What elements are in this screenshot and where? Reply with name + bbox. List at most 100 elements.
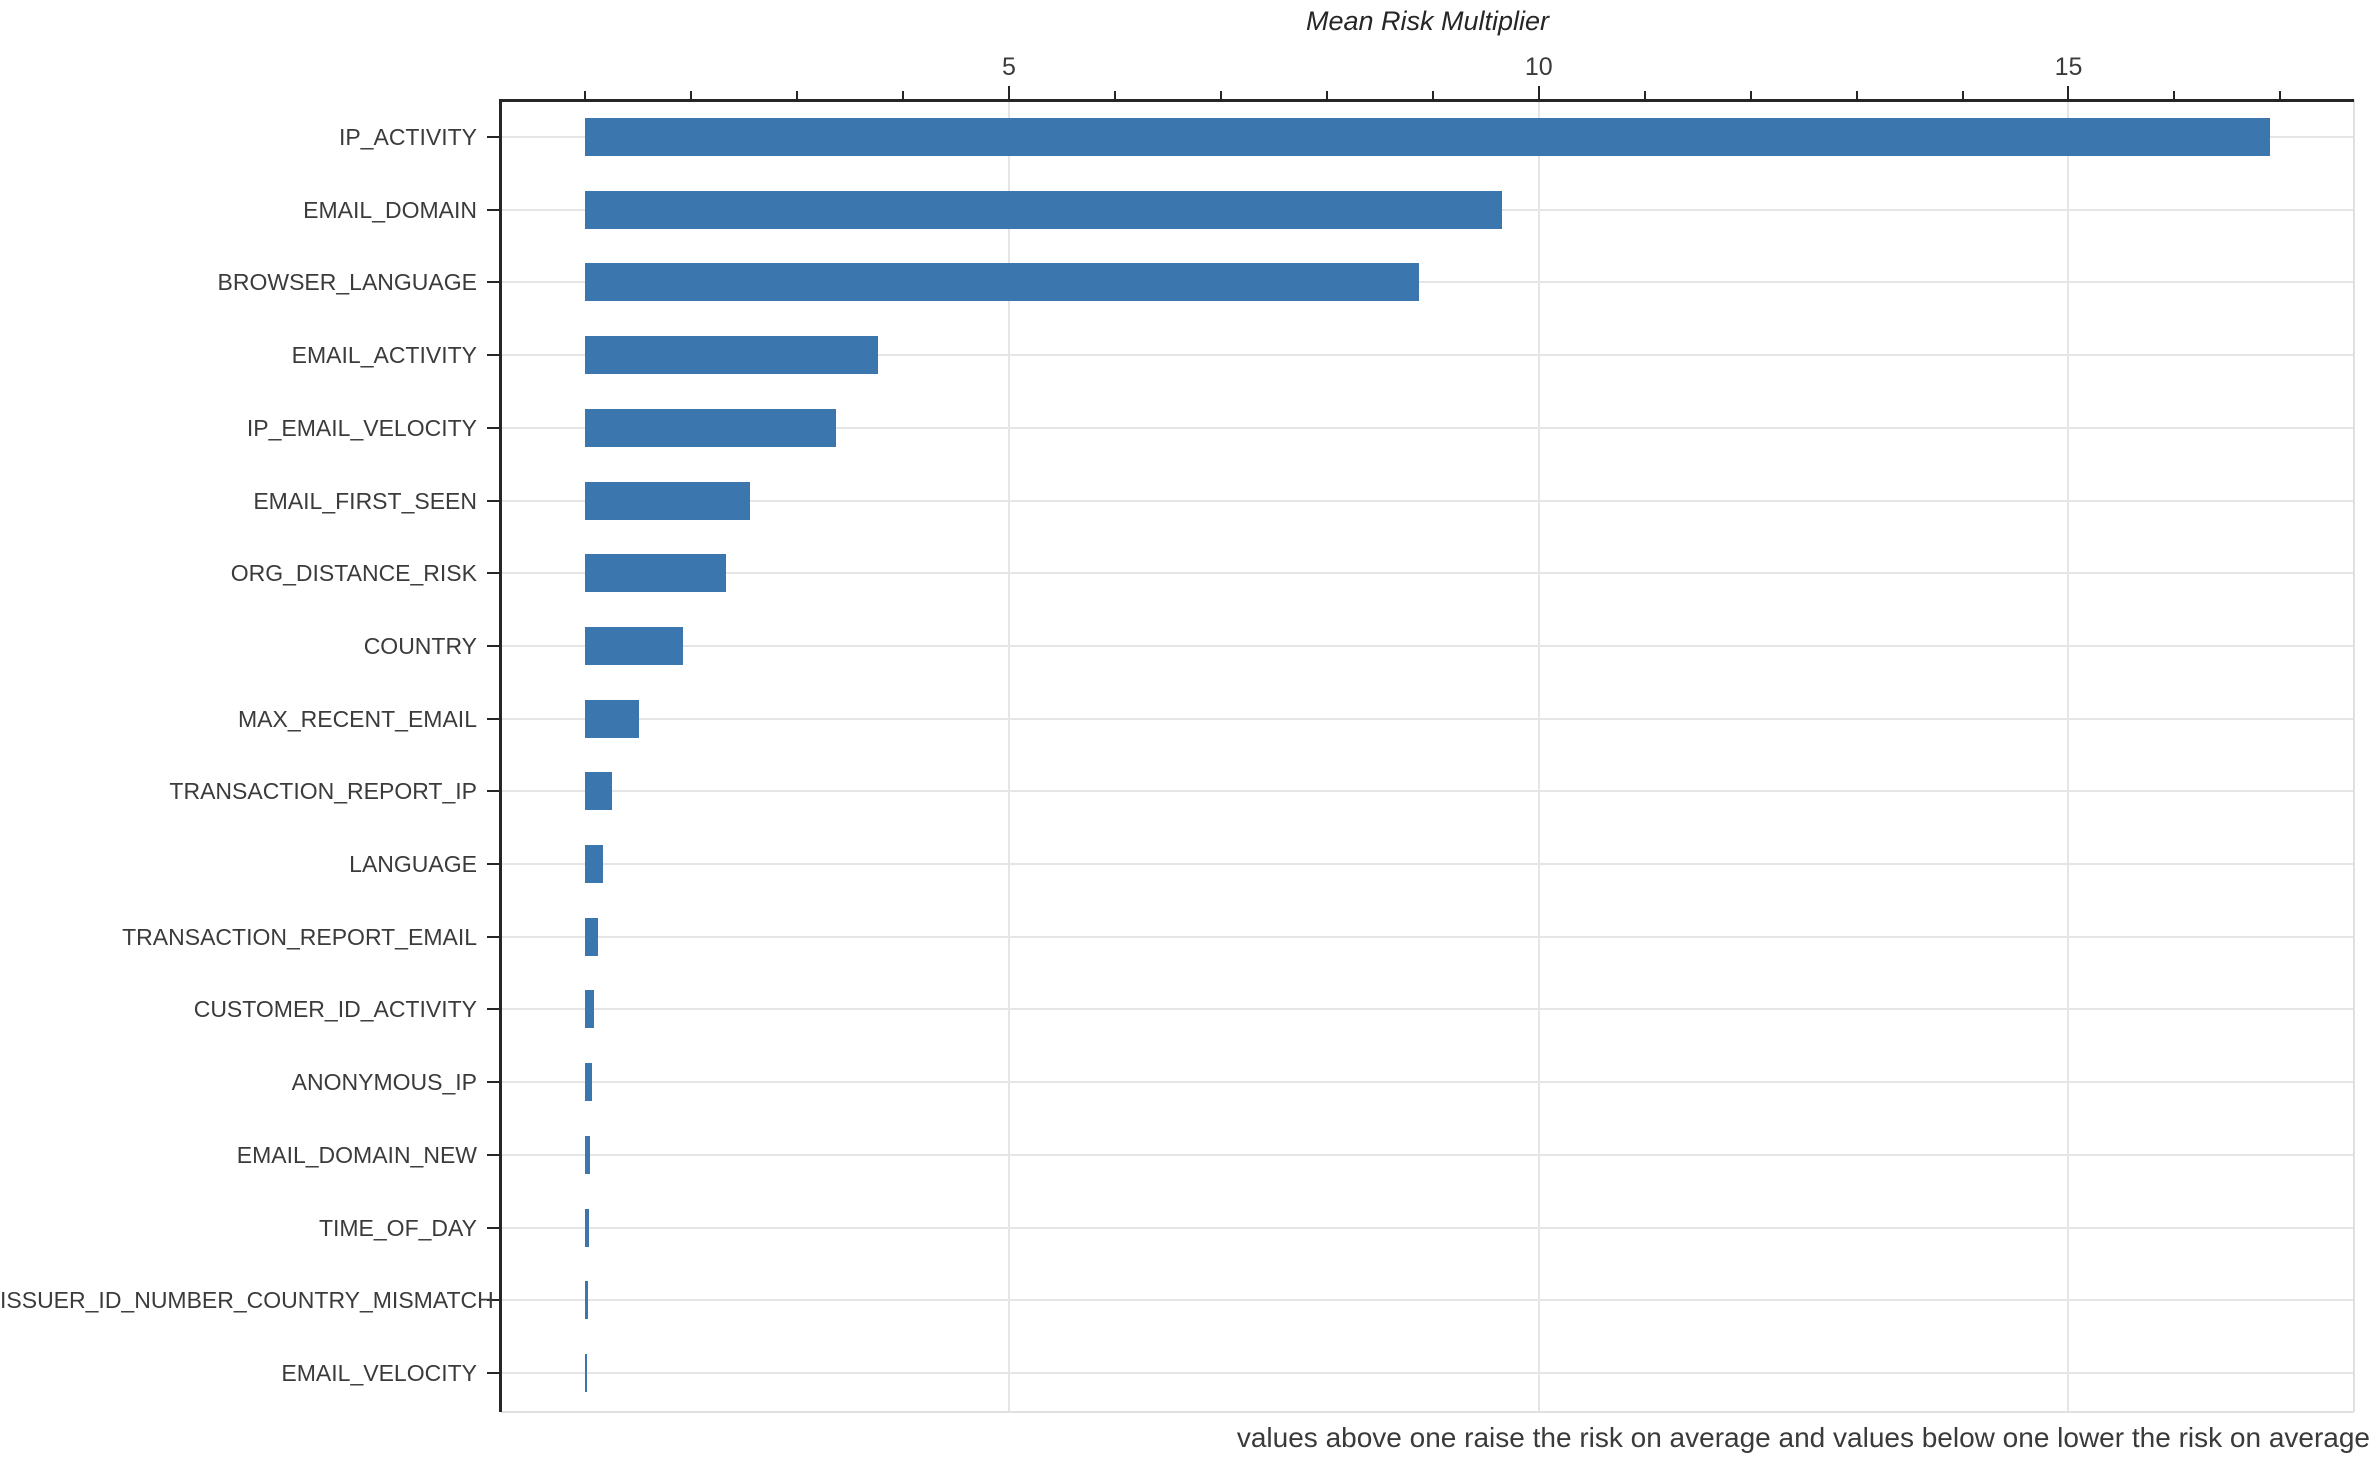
x-tick-label: 10 bbox=[1524, 53, 1553, 81]
category-tick bbox=[487, 863, 499, 865]
bar-ip_activity bbox=[585, 118, 2270, 156]
bar-anonymous_ip bbox=[585, 1063, 592, 1102]
x-minor-tick bbox=[1219, 91, 1222, 99]
gridline-vertical bbox=[1008, 99, 1010, 1412]
bar-transaction_report_email bbox=[585, 917, 598, 956]
x-minor-tick bbox=[584, 91, 587, 99]
category-label-language: LANGUAGE bbox=[349, 851, 477, 877]
category-tick bbox=[487, 208, 499, 211]
category-tick bbox=[487, 281, 499, 284]
category-tick bbox=[487, 935, 499, 938]
x-tick-label: 5 bbox=[1002, 53, 1016, 81]
right-spine bbox=[2353, 99, 2355, 1412]
gridline-horizontal bbox=[501, 1153, 2354, 1156]
bar-customer_id_activity bbox=[585, 990, 594, 1029]
gridline-horizontal bbox=[501, 1081, 2354, 1084]
category-label-ip_activity: IP_ACTIVITY bbox=[338, 124, 477, 150]
left-spine bbox=[499, 99, 502, 1412]
category-label-browser_language: BROWSER_LANGUAGE bbox=[217, 269, 477, 296]
x-tick-label: 15 bbox=[2054, 53, 2083, 81]
bar-org_distance_risk bbox=[585, 554, 727, 593]
gridline-horizontal bbox=[501, 354, 2354, 357]
gridline-horizontal bbox=[501, 281, 2354, 284]
category-label-time_of_day: TIME_OF_DAY bbox=[318, 1214, 477, 1241]
bar-issuer_id_number_country_mismatch bbox=[585, 1281, 588, 1320]
gridline-horizontal bbox=[501, 499, 2354, 502]
gridline-horizontal bbox=[501, 717, 2354, 720]
bar-email_domain bbox=[585, 190, 1502, 229]
bar-browser_language bbox=[585, 263, 1420, 302]
gridline-horizontal bbox=[501, 1371, 2354, 1374]
x-minor-tick bbox=[902, 91, 905, 99]
top-spine bbox=[501, 99, 2354, 102]
gridline-horizontal bbox=[501, 1008, 2354, 1011]
chart-title: Mean Risk Multiplier bbox=[1305, 6, 1550, 36]
category-label-email_domain_new: EMAIL_DOMAIN_NEW bbox=[236, 1141, 477, 1168]
category-tick bbox=[487, 572, 499, 575]
category-label-ip_email_velocity: IP_EMAIL_VELOCITY bbox=[246, 414, 477, 441]
x-major-tick bbox=[1008, 86, 1010, 99]
x-minor-tick bbox=[690, 91, 693, 99]
bar-language bbox=[585, 845, 604, 883]
category-label-max_recent_email: MAX_RECENT_EMAIL bbox=[237, 705, 477, 732]
category-label-anonymous_ip: ANONYMOUS_IP bbox=[291, 1069, 477, 1096]
x-minor-tick bbox=[1855, 91, 1858, 99]
bar-max_recent_email bbox=[585, 699, 640, 738]
gridline-horizontal bbox=[501, 426, 2354, 429]
x-minor-tick bbox=[1113, 91, 1116, 99]
bar-ip_email_velocity bbox=[585, 408, 837, 447]
category-label-email_first_seen: EMAIL_FIRST_SEEN bbox=[253, 487, 477, 514]
category-tick bbox=[487, 136, 499, 138]
category-label-email_activity: EMAIL_ACTIVITY bbox=[291, 342, 477, 369]
x-major-tick bbox=[1537, 86, 1540, 99]
category-tick bbox=[487, 426, 499, 429]
x-minor-tick bbox=[2173, 91, 2176, 99]
x-minor-tick bbox=[1643, 91, 1646, 99]
category-tick bbox=[487, 1008, 499, 1011]
category-tick bbox=[487, 790, 499, 793]
gridline-horizontal bbox=[501, 644, 2354, 647]
category-tick bbox=[487, 1153, 499, 1156]
category-tick bbox=[487, 1081, 499, 1084]
gridline-horizontal bbox=[501, 1299, 2354, 1302]
bar-email_first_seen bbox=[585, 481, 751, 520]
bar-email_velocity bbox=[585, 1353, 588, 1392]
category-label-email_domain: EMAIL_DOMAIN bbox=[303, 196, 477, 223]
bar-transaction_report_ip bbox=[585, 772, 612, 811]
category-tick bbox=[487, 1299, 499, 1302]
gridline-horizontal bbox=[501, 790, 2354, 793]
x-minor-tick bbox=[2279, 91, 2282, 99]
gridline-horizontal bbox=[501, 572, 2354, 575]
category-tick bbox=[487, 499, 499, 502]
x-minor-tick bbox=[1431, 91, 1434, 99]
category-tick bbox=[487, 644, 499, 647]
category-label-transaction_report_email: TRANSACTION_REPORT_EMAIL bbox=[122, 923, 477, 950]
x-minor-tick bbox=[1325, 91, 1328, 99]
x-minor-tick bbox=[796, 91, 799, 99]
category-label-transaction_report_ip: TRANSACTION_REPORT_IP bbox=[169, 778, 477, 805]
gridline-horizontal bbox=[501, 935, 2354, 938]
gridline-vertical bbox=[1537, 99, 1540, 1412]
x-minor-tick bbox=[1749, 91, 1752, 99]
category-tick bbox=[487, 1371, 499, 1374]
gridline-horizontal bbox=[501, 863, 2354, 865]
category-label-customer_id_activity: CUSTOMER_ID_ACTIVITY bbox=[193, 996, 477, 1023]
category-label-email_velocity: EMAIL_VELOCITY bbox=[281, 1359, 477, 1386]
bar-email_domain_new bbox=[585, 1135, 590, 1174]
x-major-tick bbox=[2067, 86, 2070, 99]
bottom-spine bbox=[501, 1411, 2354, 1413]
x-minor-tick bbox=[1961, 91, 1964, 99]
category-tick bbox=[487, 717, 499, 720]
category-label-issuer_id_number_country_mismatch: ISSUER_ID_NUMBER_COUNTRY_MISMATCH bbox=[0, 1287, 494, 1314]
category-label-country: COUNTRY bbox=[363, 632, 477, 659]
gridline-vertical bbox=[2067, 99, 2070, 1412]
bar-time_of_day bbox=[585, 1208, 589, 1247]
chart-caption: values above one raise the risk on avera… bbox=[1236, 1422, 2370, 1453]
category-label-org_distance_risk: ORG_DISTANCE_RISK bbox=[230, 560, 477, 587]
bar-email_activity bbox=[585, 336, 878, 375]
bar-country bbox=[585, 626, 683, 665]
gridline-horizontal bbox=[501, 1226, 2354, 1229]
category-tick bbox=[487, 354, 499, 357]
